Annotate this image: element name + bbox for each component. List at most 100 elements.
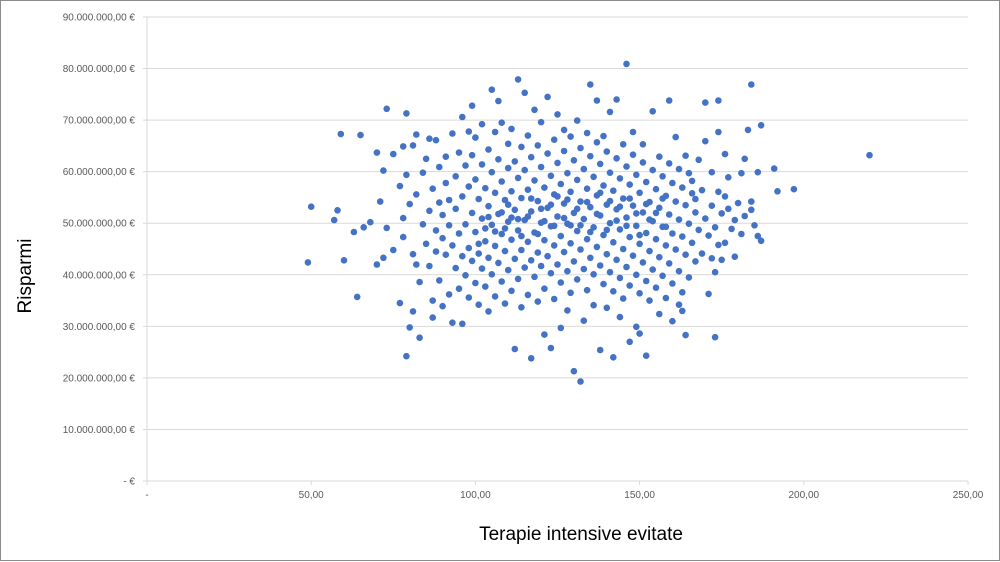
data-point [478, 161, 486, 168]
data-point [534, 142, 542, 149]
data-point [613, 256, 620, 264]
data-point [436, 199, 443, 206]
data-point [511, 345, 519, 353]
data-point [468, 102, 476, 109]
axes [143, 16, 969, 485]
data-point [692, 258, 699, 265]
data-point [675, 165, 683, 173]
data-point [711, 333, 719, 341]
data-point [583, 235, 591, 243]
data-point [656, 153, 663, 160]
data-point [445, 222, 453, 229]
data-point [521, 166, 528, 174]
data-point [728, 225, 735, 233]
data-point [754, 232, 762, 240]
data-point [583, 129, 591, 137]
data-point [587, 228, 594, 236]
data-point [455, 230, 463, 237]
data-point [488, 271, 496, 278]
data-point [340, 257, 348, 264]
data-point [731, 216, 739, 224]
data-point [452, 264, 460, 272]
data-point [577, 198, 584, 205]
data-point [748, 198, 755, 205]
data-point [524, 238, 532, 246]
data-point [475, 301, 483, 309]
data-point [629, 151, 637, 158]
data-point [738, 169, 745, 177]
data-point [718, 210, 725, 217]
data-point [619, 141, 627, 148]
data-point [577, 222, 584, 229]
data-point [416, 278, 423, 286]
data-point [406, 200, 414, 208]
data-point [547, 344, 555, 352]
data-point [656, 310, 663, 318]
data-point [485, 202, 492, 210]
data-point [491, 293, 499, 300]
data-point [514, 174, 522, 182]
data-point [330, 216, 338, 224]
data-point [491, 242, 499, 250]
data-point [606, 268, 614, 276]
data-point [629, 202, 637, 209]
data-point [498, 178, 506, 185]
data-point [413, 131, 420, 138]
data-point [580, 215, 588, 223]
data-point [534, 197, 542, 205]
data-point [426, 207, 433, 215]
data-point [580, 165, 588, 173]
data-point [531, 273, 538, 281]
data-point [567, 289, 574, 297]
data-point [508, 214, 515, 221]
data-point [518, 143, 525, 151]
data-point [432, 248, 440, 255]
data-point [629, 252, 637, 259]
data-point [629, 128, 637, 136]
data-point [695, 226, 702, 234]
data-point [679, 307, 686, 315]
data-point [429, 314, 437, 321]
data-point [403, 171, 410, 179]
data-point [537, 118, 545, 126]
data-point [702, 137, 709, 145]
data-point [462, 162, 469, 169]
data-point [590, 173, 597, 181]
x-tick-label: - [145, 490, 148, 501]
data-point [596, 189, 604, 197]
data-point [550, 295, 558, 303]
data-point [679, 289, 686, 296]
data-point [527, 355, 535, 362]
data-point [557, 232, 565, 240]
data-point [665, 97, 673, 104]
data-point [636, 189, 643, 197]
data-point [685, 220, 693, 227]
data-point [560, 248, 568, 256]
data-point [570, 258, 578, 265]
data-point [521, 264, 528, 271]
data-point [399, 143, 407, 150]
data-point [442, 251, 450, 258]
data-point [390, 150, 397, 158]
data-point [383, 224, 391, 232]
data-point [482, 225, 489, 232]
data-point [734, 199, 742, 207]
data-point [472, 228, 479, 236]
data-point [669, 280, 676, 287]
data-point [623, 263, 630, 271]
data-point [583, 286, 591, 294]
data-point [383, 105, 391, 113]
data-point [501, 300, 509, 307]
data-point [757, 237, 765, 245]
data-point [307, 203, 315, 210]
data-point [596, 262, 604, 269]
data-point [669, 317, 676, 325]
data-point [705, 232, 712, 239]
data-point [439, 234, 446, 242]
data-point [652, 209, 660, 217]
data-point [439, 211, 446, 219]
data-point [482, 238, 489, 245]
data-point [475, 250, 483, 257]
y-tick-labels: - € 10.000.000,00 € 20.000.000,00 € 30.000.… [63, 13, 136, 488]
data-point [445, 196, 453, 204]
